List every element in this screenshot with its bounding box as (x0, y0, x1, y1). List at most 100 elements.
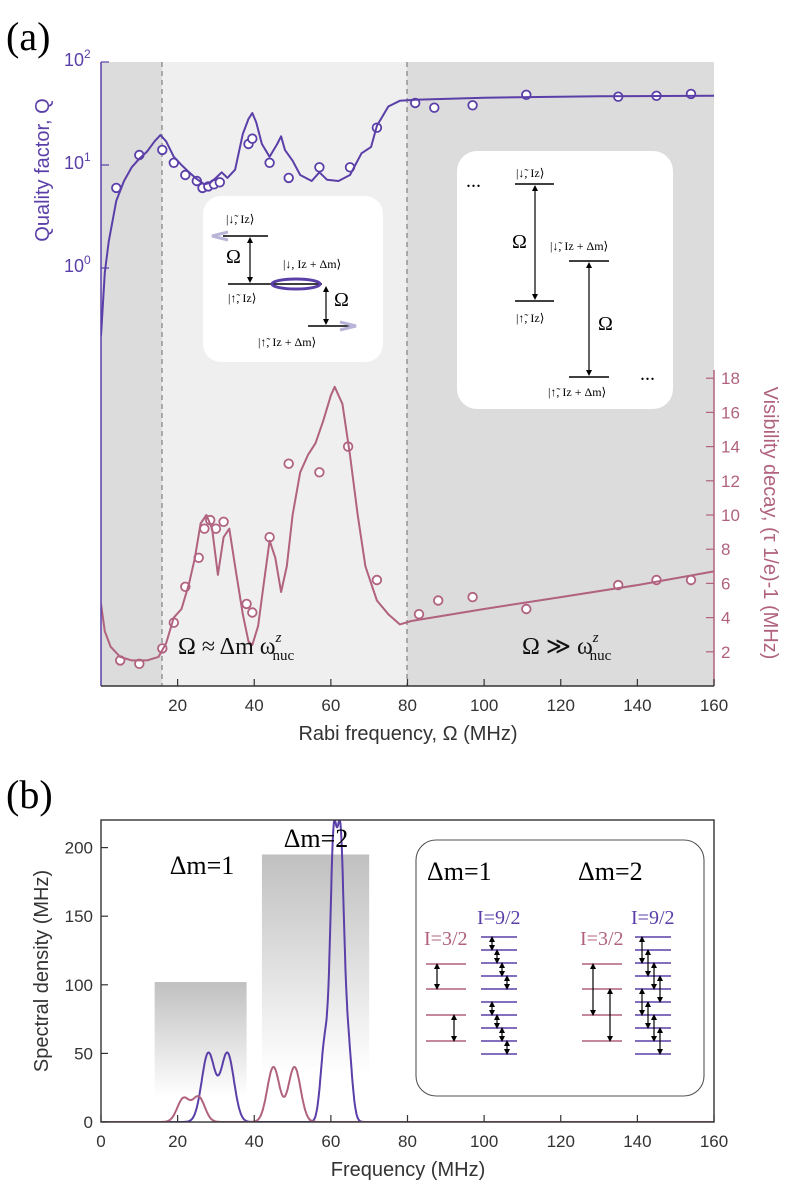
quality-point-12 (264, 157, 275, 169)
b-x-tick-label-100: 100 (470, 1132, 498, 1151)
spin-label-small-1: I=3/2 (424, 928, 468, 950)
a-x-tick-label-60: 60 (321, 696, 340, 715)
b-x-tick-label-40: 40 (245, 1132, 264, 1151)
left-tick-10: 101 (64, 150, 91, 173)
panel-b-plot (101, 820, 714, 1122)
band-label-dm2: Δm=2 (284, 824, 349, 853)
panel-a-x-ticks: 20 40 60 80 100 120 140 160 (168, 679, 728, 715)
right-tick-label-16: 16 (721, 403, 740, 422)
arrow-faded-left-icon (211, 230, 229, 242)
inset2-dots-top: ... (466, 170, 481, 192)
transfer-loop-icon (270, 277, 322, 291)
visibility-point-11 (247, 607, 258, 618)
a-x-tick-label-160: 160 (700, 696, 728, 715)
inset2-omega-2: Ω (598, 313, 613, 335)
b-x-tick-label-80: 80 (398, 1132, 417, 1151)
visibility-point-19 (467, 591, 478, 603)
visibility-point-20 (521, 603, 532, 615)
a-x-tick-label-20: 20 (168, 696, 187, 715)
inset-title-dm1: Δm=1 (427, 857, 492, 886)
spin-label-large-2: I=9/2 (631, 907, 675, 929)
panel-b-bands (154, 854, 370, 1097)
inset1-omega-1: Ω (226, 246, 241, 268)
fit-line-visibility (101, 385, 714, 662)
region-mid (162, 62, 407, 686)
a-x-tick-label-40: 40 (245, 696, 264, 715)
panel-b-x-label: Frequency (MHz) (331, 1159, 485, 1181)
inset2-label-1: |↓̃, Iz⟩ (516, 166, 544, 180)
right-axis-ticks: 2 4 6 8 10 12 14 16 18 (706, 369, 740, 662)
quality-point-18 (429, 102, 440, 113)
b-x-tick-label-120: 120 (547, 1132, 575, 1151)
inset-level-diagram-1: |↓̃, Iz⟩ Ω |↓, Iz + Δm⟩ |↑̃, Iz⟩ Ω |↑̃, … (203, 196, 383, 362)
panel-a-x-label: Rabi frequency, Ω (MHz) (298, 723, 517, 745)
left-axis-label: Quality factor, Q (32, 98, 54, 241)
quality-point-9 (214, 177, 226, 188)
band-2 (261, 854, 370, 1074)
band-1 (154, 982, 247, 1097)
arrow-faded-right-icon (339, 320, 357, 332)
visibility-point-6 (199, 523, 210, 534)
right-tick-label-14: 14 (721, 438, 740, 457)
visibility-point-16 (371, 574, 383, 586)
b-y-tick-label-0: 0 (84, 1113, 93, 1132)
right-tick-label-4: 4 (721, 609, 730, 628)
visibility-point-9 (218, 516, 229, 528)
spectrum-large-spin (101, 820, 714, 1122)
quality-point-19 (467, 100, 478, 111)
b-y-tick-label-50: 50 (74, 1044, 93, 1063)
visibility-point-10 (241, 598, 252, 610)
right-tick-label-18: 18 (721, 369, 740, 388)
quality-point-14 (314, 162, 325, 173)
band-label-dm1: Δm=1 (170, 851, 235, 880)
inset-level-diagram-2: ... |↓̃, Iz⟩ Ω |↓̃, Iz + Δm⟩ |↑̃, Iz⟩ Ω … (457, 151, 673, 409)
inset2-omega-1: Ω (512, 231, 527, 253)
panel-a-label: (a) (6, 14, 50, 59)
inset1-omega-2: Ω (334, 289, 349, 311)
visibility-point-17 (413, 609, 425, 620)
quality-point-2 (157, 144, 168, 156)
quality-point-13 (283, 172, 294, 184)
a-x-tick-label-120: 120 (547, 696, 575, 715)
right-tick-label-10: 10 (721, 506, 740, 525)
visibility-point-13 (283, 458, 294, 469)
region-low (101, 62, 162, 686)
b-y-tick-label-200: 200 (65, 839, 93, 858)
quality-point-11 (247, 133, 258, 144)
inset1-label-2: |↓, Iz + Δm⟩ (283, 257, 341, 271)
inset1-label-3: |↑̃, Iz⟩ (228, 291, 256, 305)
right-tick-label-2: 2 (721, 643, 730, 662)
spin-label-large-1: I=9/2 (477, 907, 521, 929)
b-y-tick-label-150: 150 (65, 907, 93, 926)
inset1-label-4: |↑̃, Iz + Δm⟩ (258, 335, 316, 349)
right-tick-label-12: 12 (721, 472, 740, 491)
b-x-tick-label-60: 60 (321, 1132, 340, 1151)
b-x-tick-label-140: 140 (623, 1132, 651, 1151)
spectrum-small-spin (101, 1066, 714, 1122)
a-x-tick-label-80: 80 (398, 696, 417, 715)
right-tick-label-8: 8 (721, 540, 730, 559)
quality-point-4 (180, 169, 191, 181)
a-x-tick-label-140: 140 (623, 696, 651, 715)
panel-b-ticks: 0 20 40 60 80 100 120 140 160 0 50 100 150 200 (65, 839, 729, 1151)
b-x-tick-label-0: 0 (96, 1132, 105, 1151)
b-x-tick-label-20: 20 (168, 1132, 187, 1151)
inset2-label-3: |↑̃, Iz⟩ (516, 311, 544, 325)
a-x-tick-label-100: 100 (470, 696, 498, 715)
inset2-label-2: |↓̃, Iz + Δm⟩ (550, 239, 608, 253)
inset2-label-4: |↑̃, Iz + Δm⟩ (548, 385, 606, 399)
inset-title-dm2: Δm=2 (578, 857, 643, 886)
inset-spin-ladders: Δm=1 Δm=2 I=3/2 I=9/2 I=3/2 I=9/2 (415, 839, 705, 1097)
b-x-tick-label-160: 160 (700, 1132, 728, 1151)
panel-a-plot (101, 88, 714, 670)
regime-label-left: Ω ≈ Δm ωz nuc (178, 630, 294, 664)
left-tick-1: 100 (64, 253, 91, 276)
visibility-point-18 (433, 595, 444, 606)
left-tick-100: 102 (64, 47, 91, 70)
panel-b-label: (b) (6, 772, 53, 817)
inset1-label-1: |↓̃, Iz⟩ (226, 212, 254, 226)
regime-label-right: Ω ≫ ωz nuc (522, 630, 612, 664)
